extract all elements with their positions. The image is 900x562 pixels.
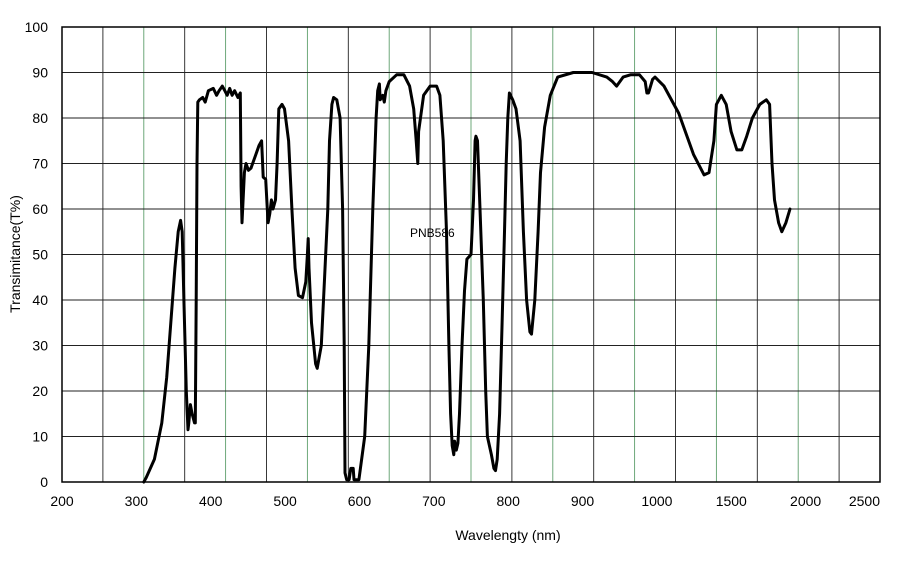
x-tick-label: 1000 [641, 493, 672, 509]
x-tick-label: 500 [273, 493, 297, 509]
y-tick-label: 20 [32, 383, 48, 399]
grid [62, 27, 880, 482]
y-axis-title: Transimitance(T%) [7, 195, 23, 313]
x-tick-label: 400 [199, 493, 223, 509]
y-tick-labels: 0 10 20 30 40 50 60 70 80 90 100 [25, 19, 49, 490]
y-tick-label: 60 [32, 201, 48, 217]
transmittance-curve [142, 71, 792, 484]
y-tick-label: 90 [32, 65, 48, 81]
x-tick-label: 600 [348, 493, 372, 509]
x-tick-labels: 200 300 400 500 600 700 800 900 1000 1500 2000 2500 [50, 493, 880, 509]
plot-frame [61, 26, 881, 483]
y-tick-label: 30 [32, 338, 48, 354]
x-tick-label: 300 [125, 493, 149, 509]
annotation-label: PNB586 [410, 226, 455, 240]
y-tick-label: 10 [32, 429, 48, 445]
y-tick-label: 50 [32, 247, 48, 263]
x-tick-label: 2000 [790, 493, 821, 509]
x-tick-label: 800 [497, 493, 521, 509]
y-tick-label: 0 [40, 474, 48, 490]
x-axis-title: Wavelengty (nm) [455, 527, 560, 543]
x-tick-label: 200 [50, 493, 74, 509]
y-tick-label: 100 [25, 19, 49, 35]
y-tick-label: 40 [32, 292, 48, 308]
x-tick-label: 700 [422, 493, 446, 509]
x-tick-label: 1500 [716, 493, 747, 509]
y-tick-label: 70 [32, 156, 48, 172]
x-tick-label: 2500 [849, 493, 880, 509]
x-tick-label: 900 [571, 493, 595, 509]
y-tick-label: 80 [32, 110, 48, 126]
